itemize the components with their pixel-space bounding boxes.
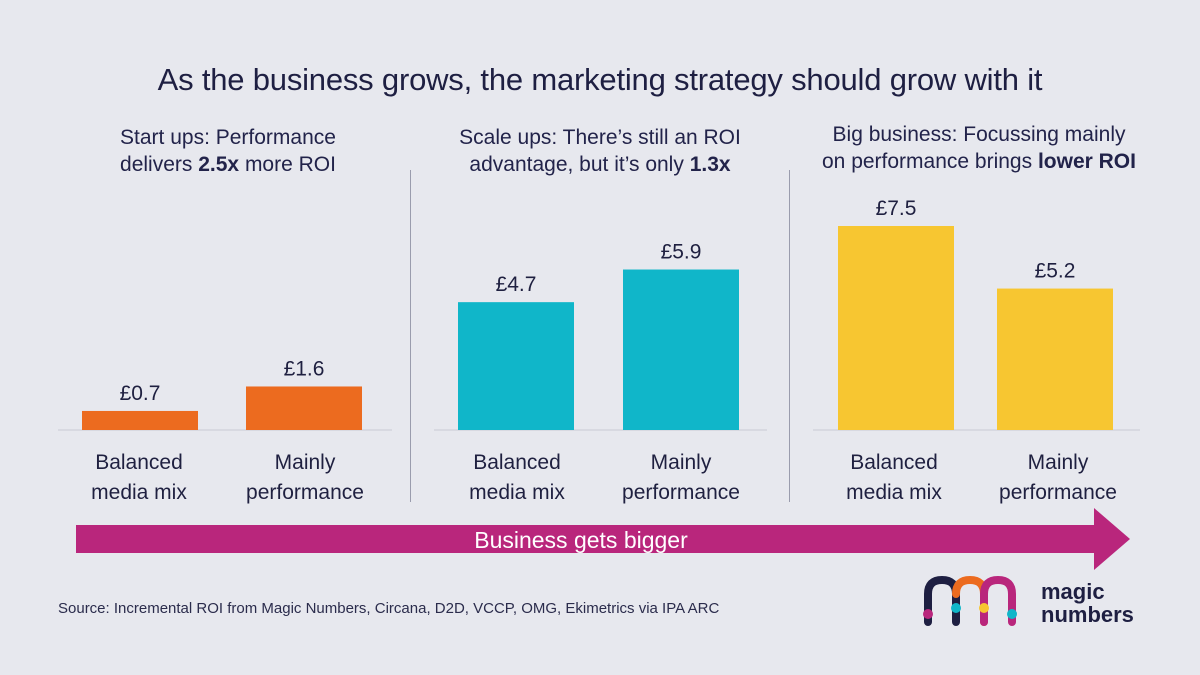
- bar-value-label: £5.9: [661, 241, 702, 264]
- category-label: Balanced media mix: [469, 451, 565, 504]
- bar: [82, 410, 198, 430]
- bar-value-label: £0.7: [120, 382, 161, 405]
- bar-value-label: £4.7: [496, 273, 537, 296]
- category-label: Mainly performance: [622, 451, 740, 504]
- panel-divider: [789, 170, 790, 502]
- bar-value-label: £1.6: [284, 357, 325, 380]
- panel-heading-startups: Start ups: Performance delivers 2.5x mor…: [58, 124, 398, 178]
- bar: [246, 386, 362, 430]
- panel-heading-line1: Start ups: Performance: [120, 126, 336, 149]
- category-label: Mainly performance: [999, 451, 1117, 504]
- bar-value-label: £5.2: [1035, 260, 1076, 283]
- category-label: Mainly performance: [246, 451, 364, 504]
- magic-numbers-logo-icon: [923, 575, 1017, 626]
- panel-heading-bold: 1.3x: [689, 153, 731, 176]
- bar: [458, 302, 574, 430]
- bar: [838, 226, 954, 430]
- panel-heading-scaleups: Scale ups: There’s still an ROI advantag…: [425, 124, 775, 178]
- growth-arrow: [76, 508, 1130, 570]
- panel-heading-line2-post: more ROI: [239, 153, 336, 176]
- panel-heading-line1: Scale ups: There’s still an ROI: [459, 126, 741, 149]
- bar: [997, 288, 1113, 430]
- panel-heading-line2-pre: advantage, but it’s only: [469, 153, 690, 176]
- bar-value-label: £7.5: [876, 197, 917, 220]
- category-label: Balanced media mix: [846, 451, 942, 504]
- chart-title: As the business grows, the marketing str…: [157, 62, 1043, 97]
- panel-heading-line1: Big business: Focussing mainly: [832, 123, 1126, 146]
- bar: [623, 269, 739, 430]
- panel-heading-bigbusiness: Big business: Focussing mainly on perfor…: [796, 121, 1162, 175]
- panel-divider: [410, 170, 411, 502]
- panel-heading-line2-pre: on performance brings: [822, 150, 1038, 173]
- panel-heading-line2-pre: delivers: [120, 153, 199, 176]
- panel-heading-bold: lower ROI: [1037, 150, 1136, 173]
- arrow-label: Business gets bigger: [474, 527, 688, 553]
- logo-wordmark: magic numbers: [1041, 579, 1134, 627]
- source-note: Source: Incremental ROI from Magic Numbe…: [58, 600, 720, 617]
- panel-heading-bold: 2.5x: [198, 153, 240, 176]
- category-label: Balanced media mix: [91, 451, 187, 504]
